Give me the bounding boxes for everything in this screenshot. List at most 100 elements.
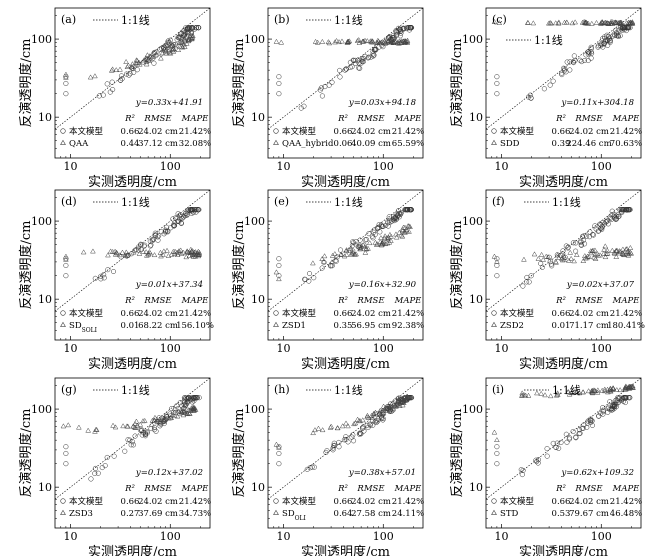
triangle-point [611, 249, 618, 255]
circle-point [403, 26, 409, 32]
triangle-point [360, 38, 367, 44]
stat-r2: 0.06 [334, 139, 353, 149]
legend-circle-marker [60, 128, 66, 134]
triangle-point [345, 39, 352, 45]
triangle-point [187, 250, 194, 256]
triangle-point [90, 248, 96, 254]
circle-point [570, 428, 576, 435]
circle-point [330, 445, 336, 451]
triangle-point [396, 40, 402, 46]
one-to-one-legend-label: 1:1线 [121, 195, 150, 209]
circle-point [123, 71, 130, 77]
circle-point [604, 32, 610, 38]
circle-point [110, 87, 116, 93]
triangle-point [597, 252, 603, 258]
triangle-point [491, 18, 498, 24]
plot-area [268, 378, 423, 500]
stat-mape: 21.42% [179, 309, 211, 319]
x-tick-label: 10 [276, 530, 290, 543]
plot-frame [485, 377, 642, 529]
fit-equation: y=0.62x+109.32 [560, 468, 634, 478]
triangle-point [403, 396, 410, 402]
y-tick-label: 100 [462, 215, 483, 228]
x-tick-label: 100 [591, 160, 612, 173]
one-to-one-legend-label: 1:1线 [534, 33, 563, 47]
circle-point [599, 224, 605, 230]
circle-point [155, 237, 161, 243]
triangle-point [112, 248, 118, 254]
circle-point [610, 402, 616, 408]
triangle-point [618, 20, 625, 25]
fit-equation: y=0.12x+37.02 [135, 468, 203, 478]
triangle-point [184, 248, 190, 254]
circle-point [395, 212, 401, 218]
stat-r2: 0.66 [552, 127, 571, 137]
plot-frame [54, 189, 211, 341]
triangle-point [145, 251, 152, 257]
triangle-point [392, 402, 398, 408]
triangle-point [394, 40, 401, 46]
triangle-point [624, 246, 630, 251]
circle-point [129, 439, 136, 445]
circle-point [576, 427, 583, 433]
triangle-point [329, 259, 335, 265]
stat-rmse: 24.02 cm [351, 497, 391, 507]
stat-mape: 21.42% [610, 309, 642, 319]
triangle-point [582, 255, 589, 261]
x-tick-label: 100 [591, 530, 612, 543]
circle-point [324, 448, 330, 454]
triangle-point [175, 249, 182, 255]
plot-frame [485, 189, 642, 341]
circle-point [311, 275, 317, 281]
triangle-point [170, 48, 177, 54]
triangle-point [545, 254, 551, 260]
one-to-one-legend-label: 1:1线 [334, 13, 363, 27]
triangle-point [623, 246, 629, 252]
circle-point [342, 67, 348, 73]
circle-point [371, 227, 377, 233]
circle-point [600, 36, 606, 42]
panel-label: (h) [274, 383, 290, 396]
triangle-point [136, 250, 143, 256]
circle-point [127, 71, 133, 77]
circle-point [301, 103, 307, 109]
triangle-point [609, 247, 616, 253]
circle-point [585, 51, 591, 57]
circle-point [396, 27, 403, 33]
triangle-point [346, 38, 353, 44]
circle-point [331, 443, 337, 449]
legend-series-name: 本文模型 [69, 496, 104, 507]
circle-point [132, 247, 138, 254]
stat-r2: 0.66 [121, 309, 140, 319]
circle-point [148, 242, 154, 248]
triangle-point [161, 248, 167, 254]
legend-circle-marker [273, 128, 279, 134]
circle-point [318, 85, 324, 91]
triangle-point [627, 244, 634, 250]
circle-point [606, 404, 612, 410]
triangle-point [599, 18, 606, 24]
triangle-point [394, 401, 400, 407]
circle-point [579, 425, 585, 431]
circle-point [373, 46, 379, 52]
circle-point [361, 428, 367, 434]
triangle-point [607, 385, 614, 391]
circle-point [541, 86, 547, 92]
triangle-point [359, 417, 366, 423]
triangle-point [65, 422, 72, 428]
circle-point [63, 273, 69, 279]
circle-point [393, 215, 399, 221]
triangle-point [345, 423, 351, 429]
triangle-point [600, 250, 607, 256]
triangle-point [599, 387, 606, 393]
triangle-point [610, 385, 616, 391]
circle-point [494, 74, 500, 80]
legend-triangle-marker [273, 321, 279, 327]
circle-point [607, 215, 613, 222]
triangle-point [556, 255, 562, 260]
stat-mape: 21.42% [179, 127, 211, 137]
triangle-point [518, 392, 525, 398]
stat-rmse: 24.02 cm [351, 309, 391, 319]
triangle-point [404, 39, 411, 45]
